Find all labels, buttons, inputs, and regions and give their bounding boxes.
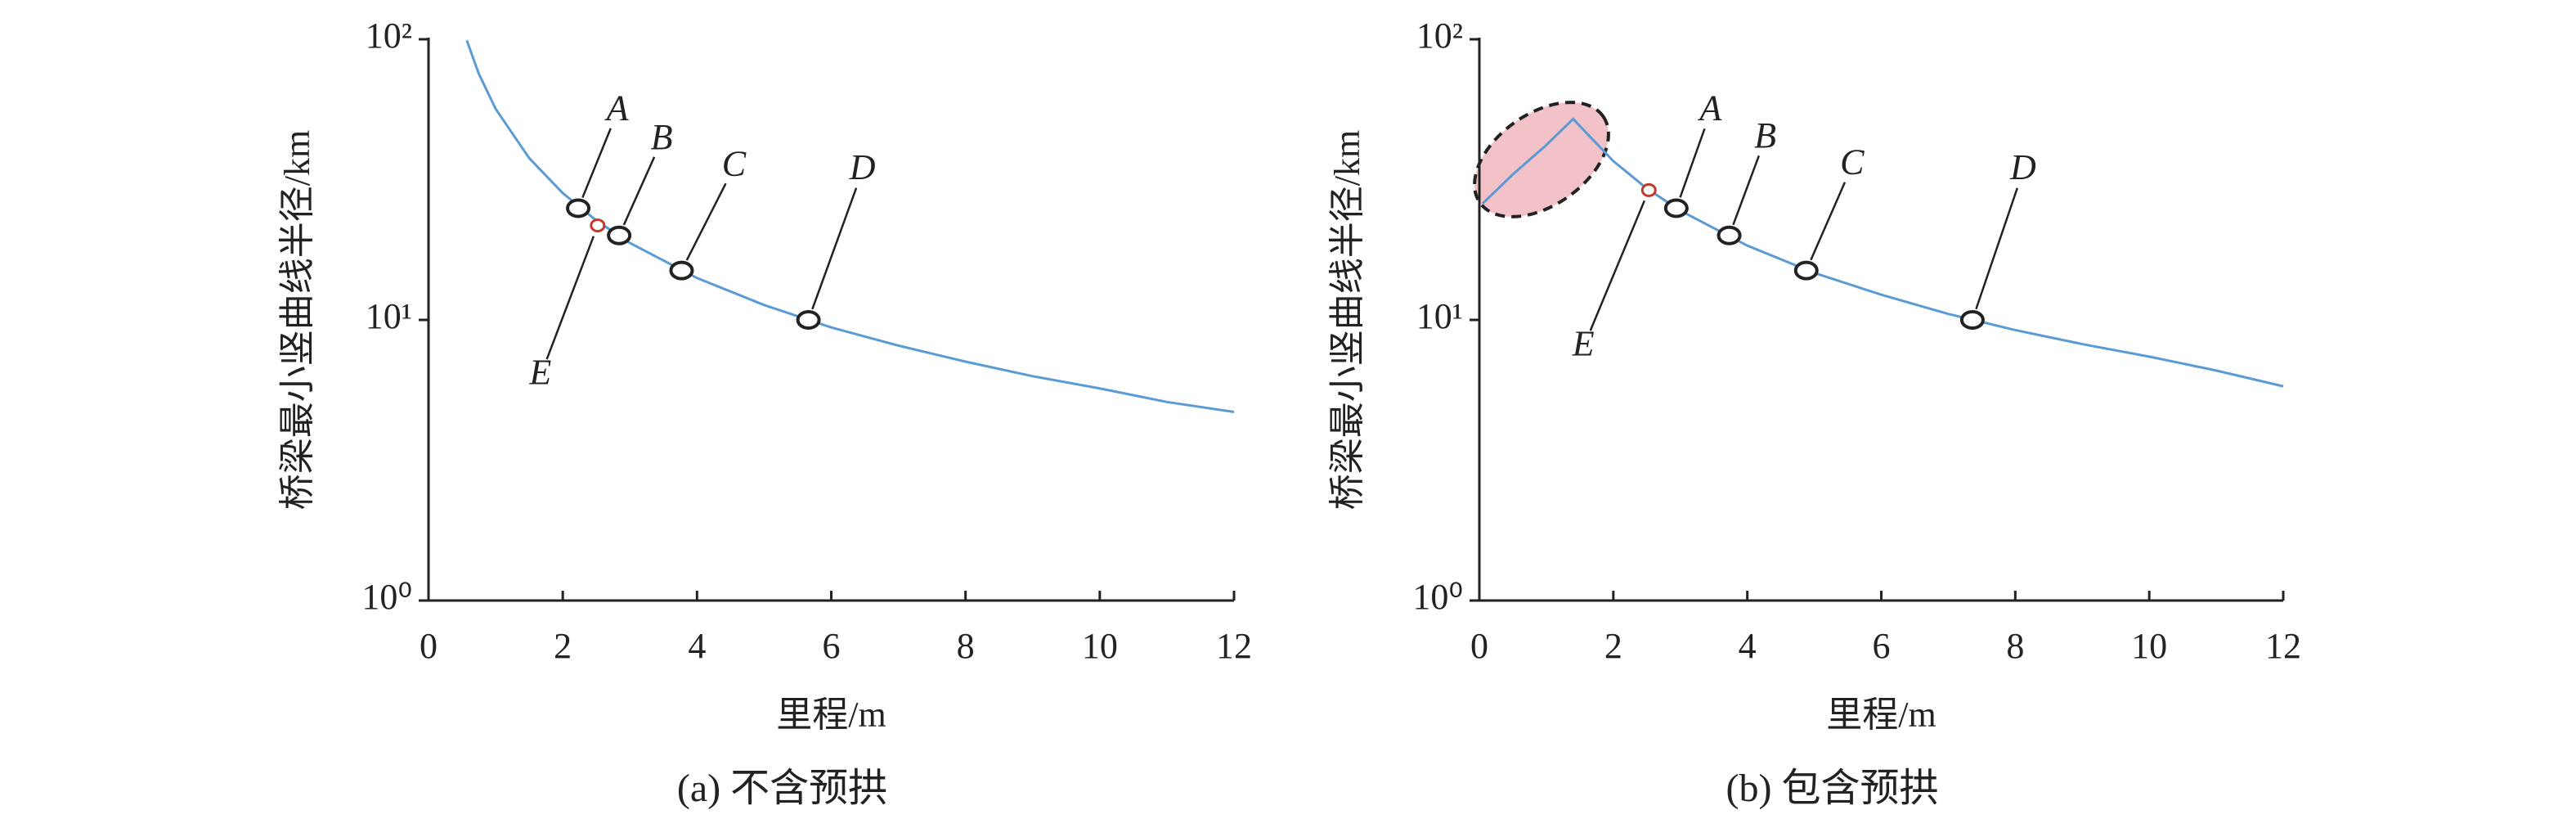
- x-axis-title: 里程/m: [776, 695, 886, 735]
- point-marker: [590, 218, 606, 233]
- point-label: C: [1840, 142, 1865, 182]
- point-label: B: [1754, 115, 1776, 155]
- point-label: B: [651, 117, 673, 157]
- curve: [1482, 117, 2284, 388]
- leader-line: [545, 236, 595, 360]
- leader-line: [622, 156, 656, 226]
- x-tick-label: 2: [554, 626, 572, 666]
- x-tick-label: 4: [688, 626, 706, 666]
- x-tick-label: 4: [1739, 626, 1757, 666]
- y-tick-label: 10²: [1416, 16, 1463, 56]
- x-tick-label: 10: [1082, 626, 1118, 666]
- x-tick-label: 10: [2131, 626, 2167, 666]
- point-marker: [1717, 225, 1742, 245]
- caption: (a) 不含预拱: [677, 767, 887, 810]
- x-tick-label: 2: [1604, 626, 1622, 666]
- y-axis-title: 桥梁最小竖曲线半径/km: [1327, 130, 1367, 510]
- y-tick-label: 10¹: [1416, 296, 1463, 336]
- x-tick-label: 12: [2265, 626, 2301, 666]
- leader-line: [685, 182, 727, 261]
- point-marker: [607, 225, 632, 245]
- point-marker: [796, 310, 821, 330]
- point-marker: [1959, 310, 1985, 330]
- point-label: D: [849, 147, 876, 187]
- leader-line: [1589, 200, 1646, 331]
- point-label: D: [2009, 147, 2036, 187]
- x-tick-label: 8: [2006, 626, 2024, 666]
- point-marker: [1793, 260, 1819, 281]
- point-marker: [1640, 182, 1657, 197]
- x-tick-label: 6: [823, 626, 841, 666]
- leader-line: [1975, 187, 2018, 310]
- leader-line: [581, 128, 612, 199]
- y-axis-title: 桥梁最小竖曲线半径/km: [277, 130, 317, 510]
- point-marker: [1663, 198, 1689, 218]
- leader-line: [811, 187, 858, 310]
- x-tick-label: 0: [420, 626, 438, 666]
- x-axis-title: 里程/m: [1826, 695, 1936, 735]
- y-tick-label: 10⁰: [361, 577, 412, 617]
- x-tick-label: 12: [1216, 626, 1252, 666]
- point-label: C: [722, 144, 747, 184]
- highlight-region: [1473, 101, 1610, 218]
- leader-line: [1810, 182, 1847, 261]
- curve: [465, 39, 1235, 413]
- x-tick-label: 8: [957, 626, 975, 666]
- leader-line: [1679, 128, 1706, 198]
- point-label: E: [528, 353, 551, 393]
- leader-line: [1732, 155, 1761, 226]
- x-tick-label: 6: [1873, 626, 1891, 666]
- point-marker: [566, 198, 591, 218]
- caption: (b) 包含预拱: [1726, 767, 1939, 810]
- y-tick-label: 10¹: [366, 296, 412, 336]
- point-label: A: [1697, 88, 1722, 128]
- x-tick-label: 0: [1470, 626, 1488, 666]
- point-marker: [669, 260, 694, 281]
- y-tick-label: 10⁰: [1412, 577, 1463, 617]
- point-label: E: [1572, 323, 1595, 363]
- point-label: A: [604, 88, 630, 128]
- y-tick-label: 10²: [366, 16, 412, 56]
